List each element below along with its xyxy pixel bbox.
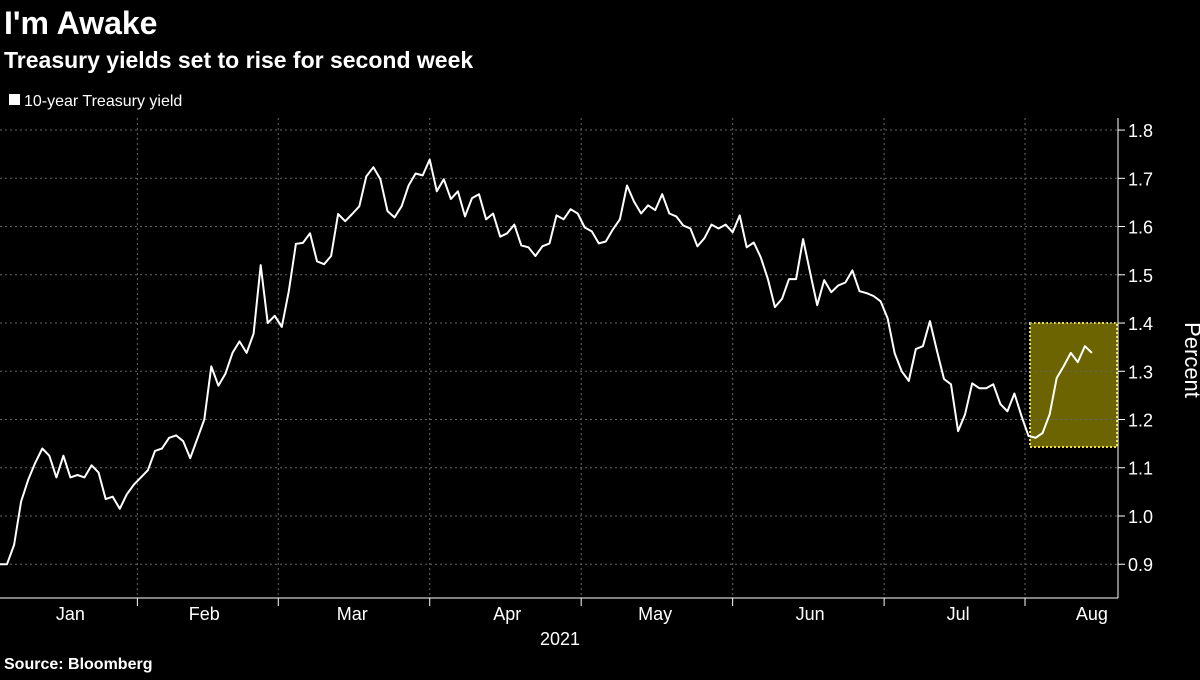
x-tick-label: Apr <box>493 604 521 624</box>
y-tick-label: 1.3 <box>1128 362 1153 382</box>
y-tick-label: 1.5 <box>1128 266 1153 286</box>
y-tick-label: 1.2 <box>1128 411 1153 431</box>
x-tick-label: Aug <box>1076 604 1108 624</box>
y-tick-label: 1.6 <box>1128 218 1153 238</box>
x-tick-label: Jul <box>947 604 970 624</box>
y-tick-label: 1.1 <box>1128 459 1153 479</box>
line <box>0 158 1093 566</box>
y-tick-label: 1.7 <box>1128 169 1153 189</box>
y-tick-label: 1.0 <box>1128 507 1153 527</box>
chart-title: I'm Awake <box>4 5 157 41</box>
x-axis-label: 2021 <box>540 629 580 649</box>
x-tick-label: Jan <box>56 604 85 624</box>
source: Source: Bloomberg <box>4 656 152 673</box>
x-tick-label: May <box>638 604 672 624</box>
x-tick-label: Feb <box>189 604 220 624</box>
legend-label: 10-year Treasury yield <box>24 93 182 110</box>
x-tick-label: Jun <box>796 604 825 624</box>
highlight-box <box>1029 322 1118 448</box>
y-tick-label: 0.9 <box>1128 555 1153 575</box>
x-tick-label: Mar <box>337 604 368 624</box>
chart-subtitle: Treasury yields set to rise for second w… <box>4 47 473 73</box>
y-tick-label: 1.8 <box>1128 121 1153 141</box>
legend-swatch <box>9 94 20 105</box>
y-tick-label: 1.4 <box>1128 314 1153 334</box>
y-axis-label: Percent <box>1180 322 1200 398</box>
